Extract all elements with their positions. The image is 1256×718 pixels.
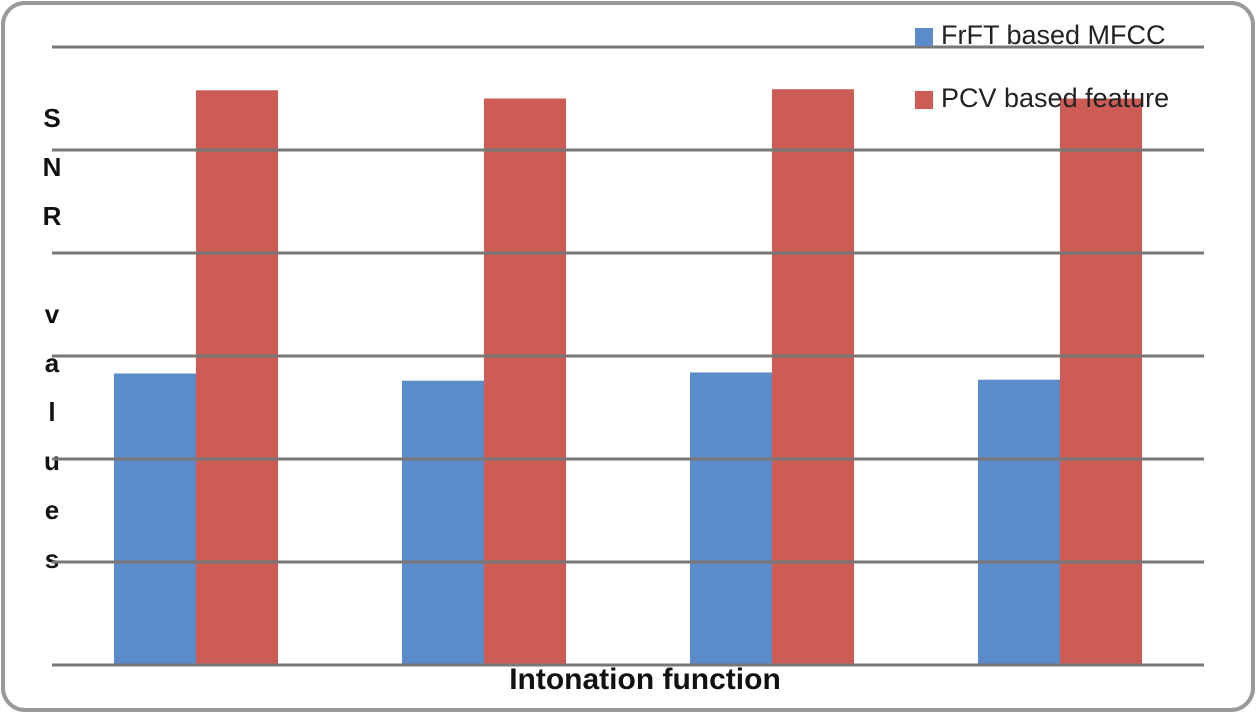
bar: [1060, 98, 1142, 665]
legend-swatch: [915, 91, 933, 109]
bar: [402, 380, 484, 665]
bar: [772, 89, 854, 666]
bar: [114, 373, 196, 665]
bar: [484, 98, 566, 665]
legend-swatch: [915, 28, 933, 46]
legend-label: PCV based feature: [941, 83, 1169, 113]
legend-label: FrFT based MFCC: [941, 20, 1166, 50]
x-axis-label: Intonation function: [509, 663, 781, 696]
bar: [690, 372, 772, 665]
bar: [978, 379, 1060, 665]
bar: [196, 90, 278, 665]
